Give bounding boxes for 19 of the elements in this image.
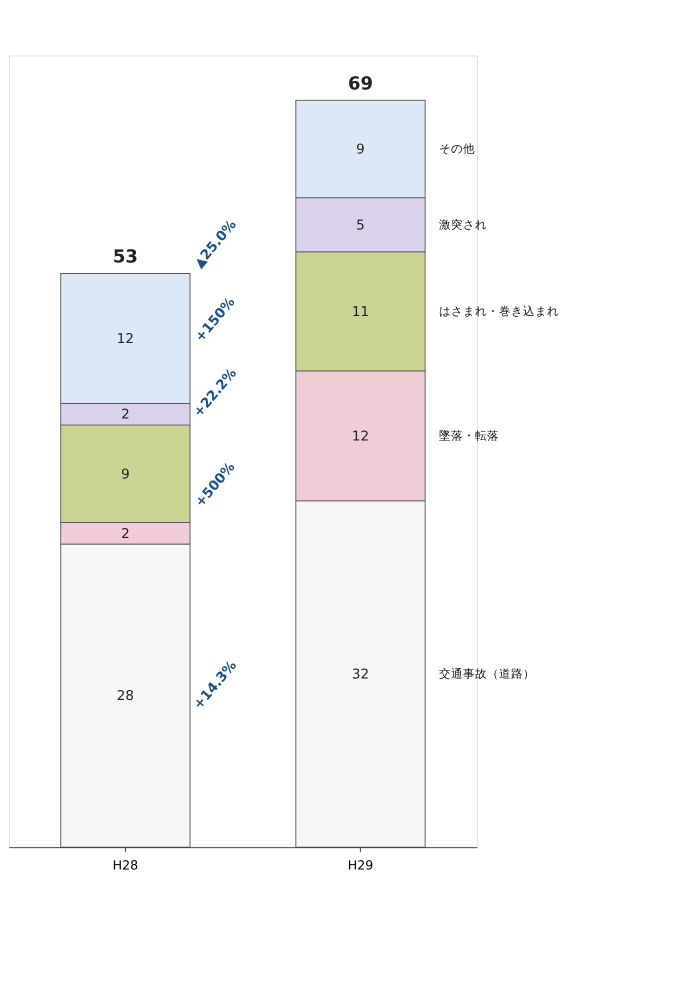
data-label: 2 <box>121 406 130 423</box>
data-label: 28 <box>116 688 134 704</box>
data-label: 12 <box>116 330 134 347</box>
series-label: 墜落・転落 <box>439 428 500 442</box>
series-label: はさまれ・巻き込まれ <box>439 304 560 318</box>
total-label: 53 <box>112 246 138 268</box>
series-label: 交通事故（道路） <box>439 666 536 681</box>
total-label: 69 <box>348 73 373 94</box>
series-label: その他 <box>439 142 476 156</box>
x-tick-label: H28 <box>112 857 138 872</box>
data-label: 12 <box>352 428 370 444</box>
series-label: 激突され <box>439 217 488 232</box>
x-tick-label: H29 <box>348 857 374 872</box>
data-label: 2 <box>121 526 130 542</box>
data-label: 5 <box>356 217 365 234</box>
data-label: 32 <box>352 666 370 683</box>
data-label: 9 <box>121 466 130 482</box>
data-label: 9 <box>356 142 365 158</box>
data-label: 11 <box>352 304 370 320</box>
